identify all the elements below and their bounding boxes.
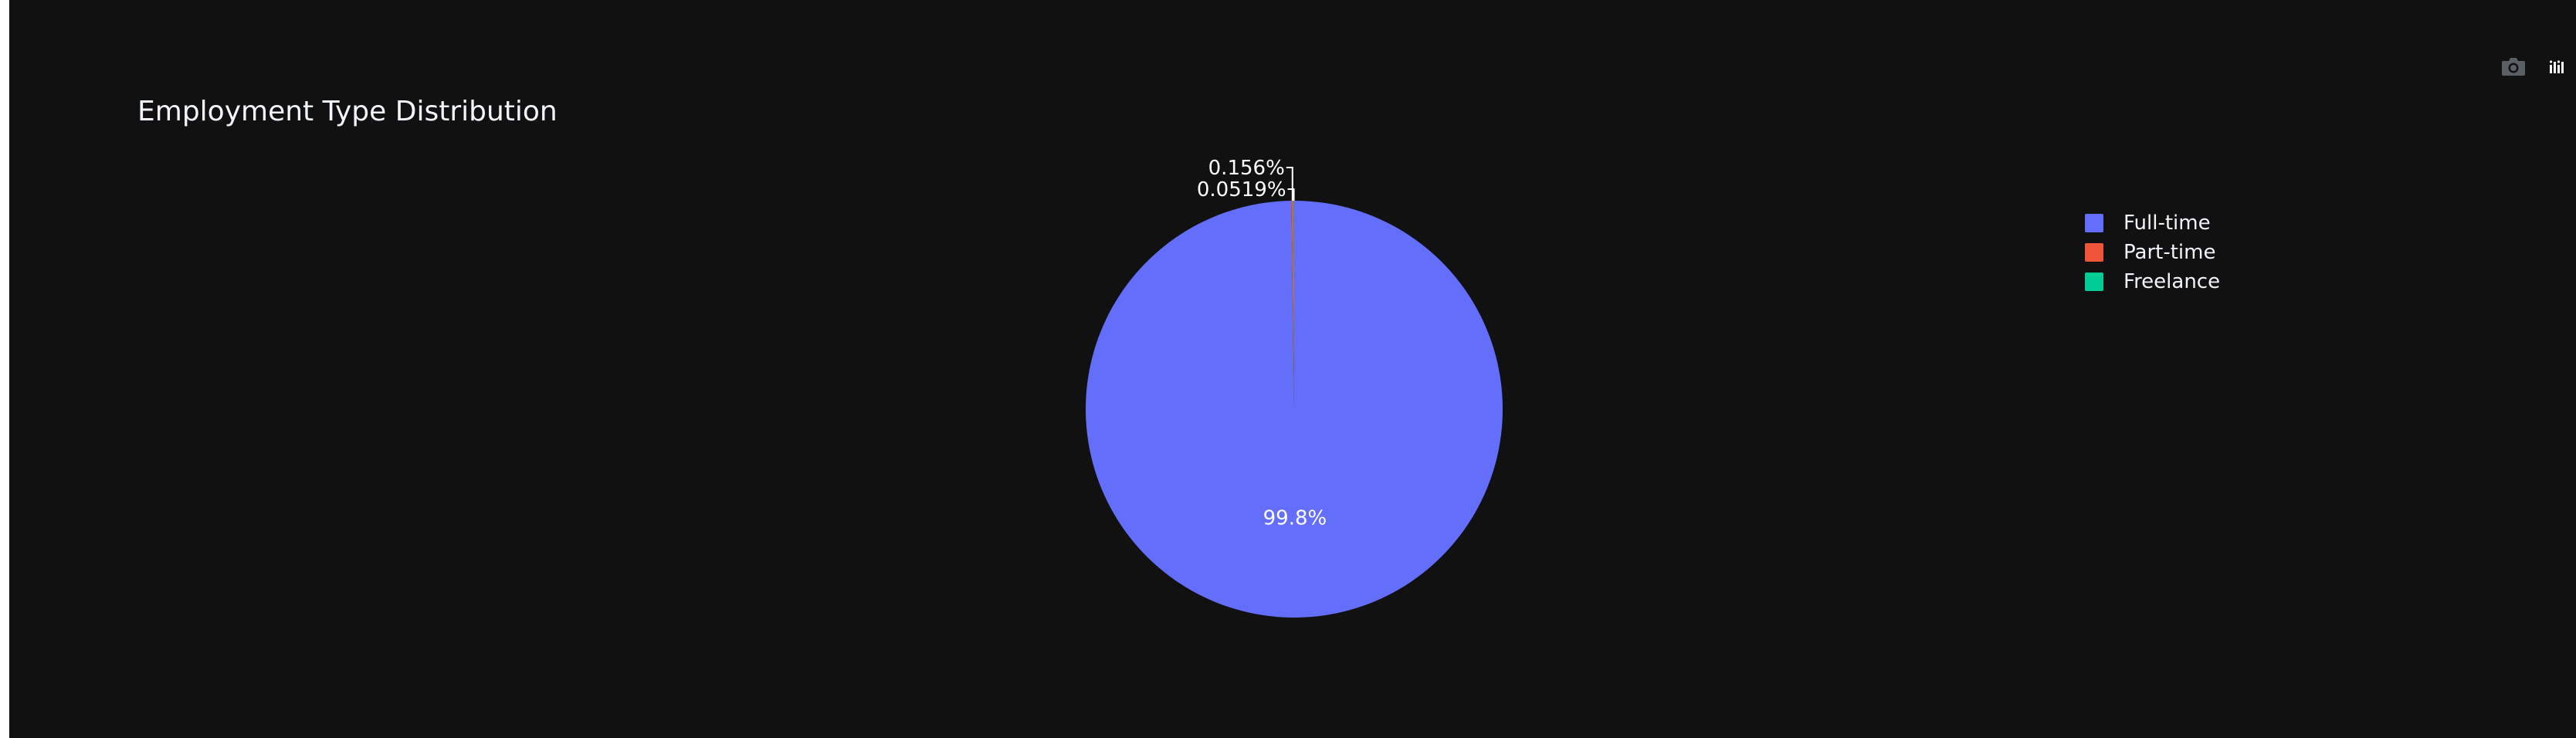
chart-title: Employment Type Distribution [137,96,558,127]
slice-label-full-time: 99.8% [1263,506,1327,530]
leader-line-part-time [1286,167,1293,201]
legend-label: Full-time [2124,212,2211,235]
legend-label: Freelance [2124,270,2221,293]
plotly-logo-icon[interactable] [2542,52,2571,81]
leader-line-freelance [1287,188,1295,201]
legend-swatch [2085,214,2103,232]
legend-label: Part-time [2124,241,2216,264]
legend: Full-time Part-time Freelance [2085,208,2220,296]
pie-slice-part-time[interactable] [1291,201,1294,409]
modebar [2499,51,2576,82]
camera-icon[interactable] [2499,52,2528,81]
legend-item-full-time[interactable]: Full-time [2085,208,2220,238]
legend-item-part-time[interactable]: Part-time [2085,238,2220,267]
pie-slice-freelance[interactable] [1293,201,1294,409]
slice-label-freelance: 0.0519% [1197,178,1286,201]
pie-slice-full-time[interactable] [1086,201,1503,618]
legend-swatch [2085,273,2103,291]
slice-label-part-time: 0.156% [1208,157,1285,180]
legend-swatch [2085,243,2103,262]
legend-item-freelance[interactable]: Freelance [2085,267,2220,296]
